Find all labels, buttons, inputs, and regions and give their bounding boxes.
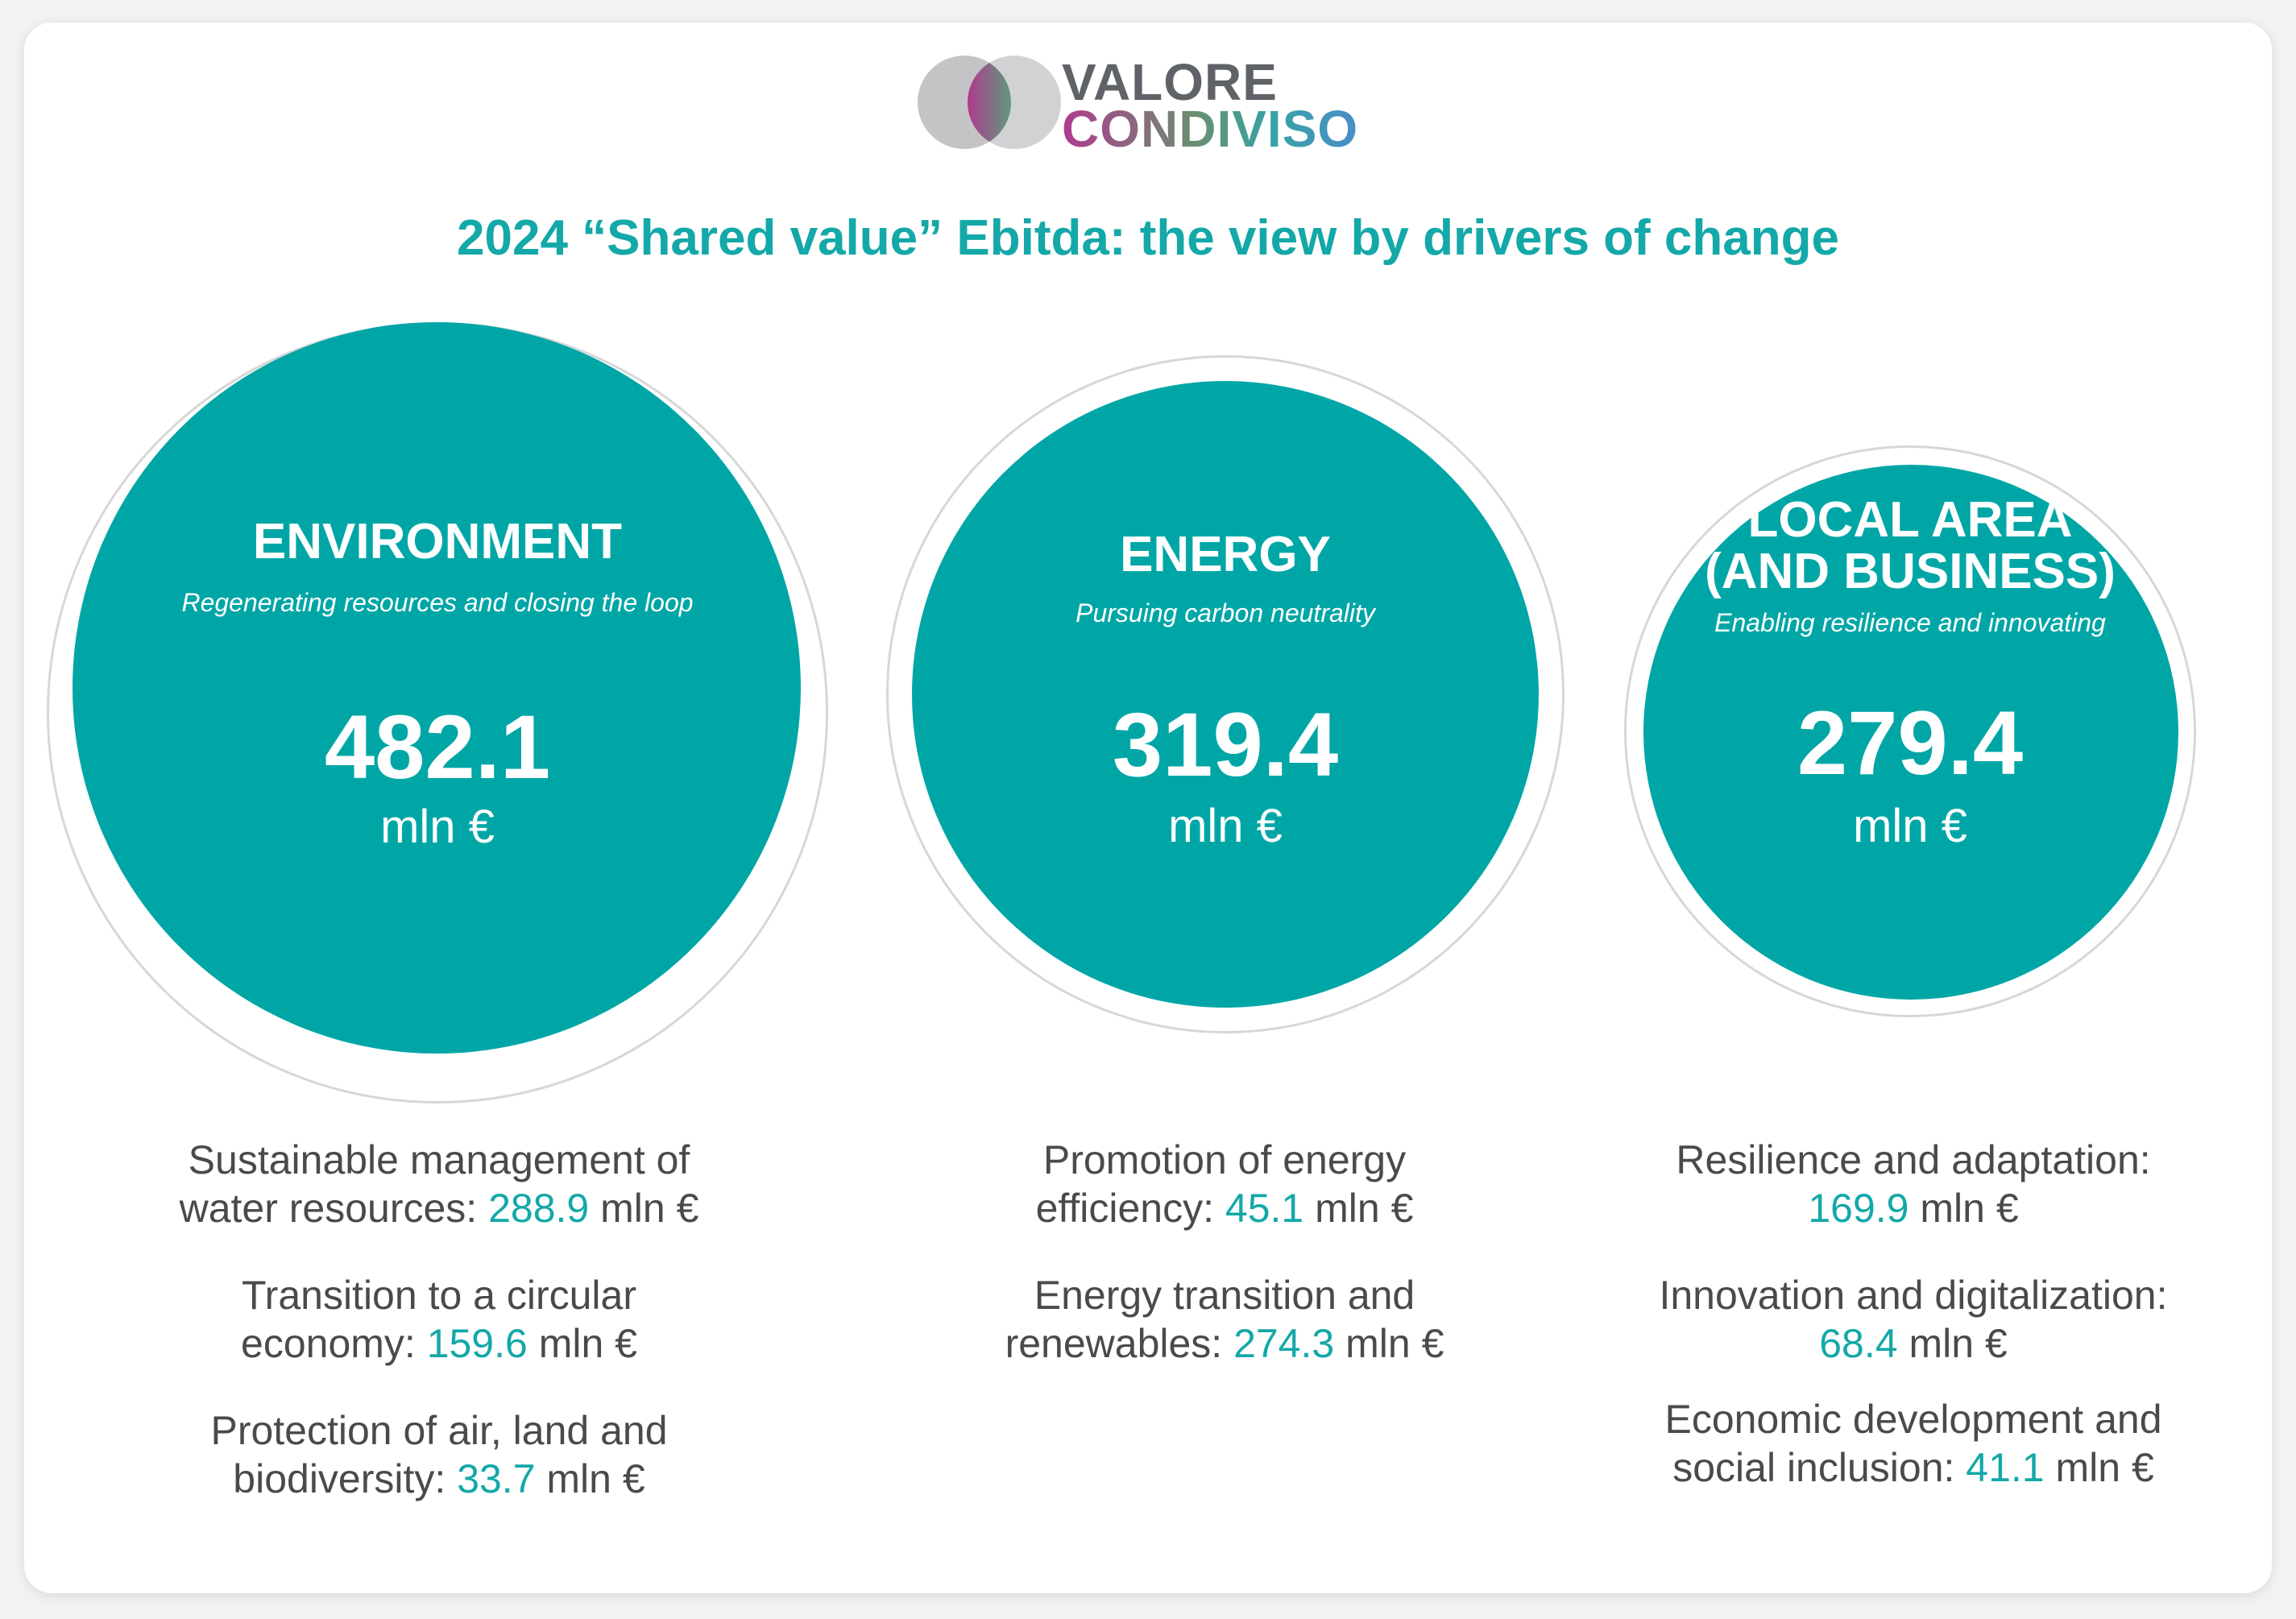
item-value: 68.4 xyxy=(1819,1321,1898,1366)
environment-content: ENVIRONMENT Regenerating resources and c… xyxy=(47,322,828,1103)
energy-subtitle: Pursuing carbon neutrality xyxy=(1075,598,1375,627)
energy-title: ENERGY xyxy=(1120,527,1331,582)
overlapping-circles-icon xyxy=(918,56,1061,149)
list-item: Sustainable management of water resource… xyxy=(179,1137,699,1231)
item-value: 41.1 xyxy=(1966,1445,2045,1490)
energy-value: 319.4 xyxy=(1112,694,1339,795)
environment-breakdown: Sustainable management of water resource… xyxy=(113,1136,765,1542)
item-value: 159.6 xyxy=(426,1321,528,1366)
energy-breakdown: Promotion of energy efficiency: 45.1 mln… xyxy=(902,1136,1547,1406)
local-area-value: 279.4 xyxy=(1797,693,2024,793)
list-item: Protection of air, land and biodiversity… xyxy=(210,1408,668,1501)
item-value: 274.3 xyxy=(1233,1321,1335,1366)
item-value: 45.1 xyxy=(1225,1186,1304,1231)
environment-value: 482.1 xyxy=(324,697,551,797)
page-title: 2024 “Shared value” Ebitda: the view by … xyxy=(457,210,1839,266)
local-area-unit: mln € xyxy=(1853,800,1967,852)
list-item: Energy transition and renewables: 274.3 … xyxy=(1005,1273,1444,1366)
environment-subtitle: Regenerating resources and closing the l… xyxy=(181,588,694,617)
energy-circle xyxy=(912,381,1539,1008)
energy-unit: mln € xyxy=(1168,800,1283,852)
energy-content: ENERGY Pursuing carbon neutrality 319.4 … xyxy=(886,355,1565,1033)
list-item: Resilience and adaptation: 169.9 mln € xyxy=(1676,1137,2151,1231)
list-item: Innovation and digitalization: 68.4 mln … xyxy=(1659,1273,2168,1366)
environment-circle xyxy=(73,322,801,1054)
local-area-content: LOCAL AREA (AND BUSINESS) Enabling resil… xyxy=(1624,445,2196,1017)
local-area-title-line1: LOCAL AREA xyxy=(1747,492,2073,548)
local-area-circle xyxy=(1643,465,2178,1000)
list-item: Promotion of energy efficiency: 45.1 mln… xyxy=(1035,1137,1414,1231)
list-item: Economic development and social inclusio… xyxy=(1664,1397,2162,1490)
item-value: 33.7 xyxy=(457,1456,536,1501)
item-value: 288.9 xyxy=(488,1186,590,1231)
local-area-breakdown: Resilience and adaptation: 169.9 mln € I… xyxy=(1591,1136,2236,1530)
local-area-title-line2: (AND BUSINESS) xyxy=(1705,544,2116,599)
valore-condiviso-logo: VALORE CONDIVISO xyxy=(914,53,1398,158)
list-item: Transition to a circular economy: 159.6 … xyxy=(241,1273,637,1366)
environment-unit: mln € xyxy=(380,801,495,853)
local-area-subtitle: Enabling resilience and innovating xyxy=(1714,608,2106,637)
logo-word-condiviso: CONDIVISO xyxy=(1062,100,1359,158)
item-value: 169.9 xyxy=(1808,1186,1909,1231)
environment-title: ENVIRONMENT xyxy=(252,514,623,569)
logo-word-valore: VALORE xyxy=(1062,53,1278,111)
